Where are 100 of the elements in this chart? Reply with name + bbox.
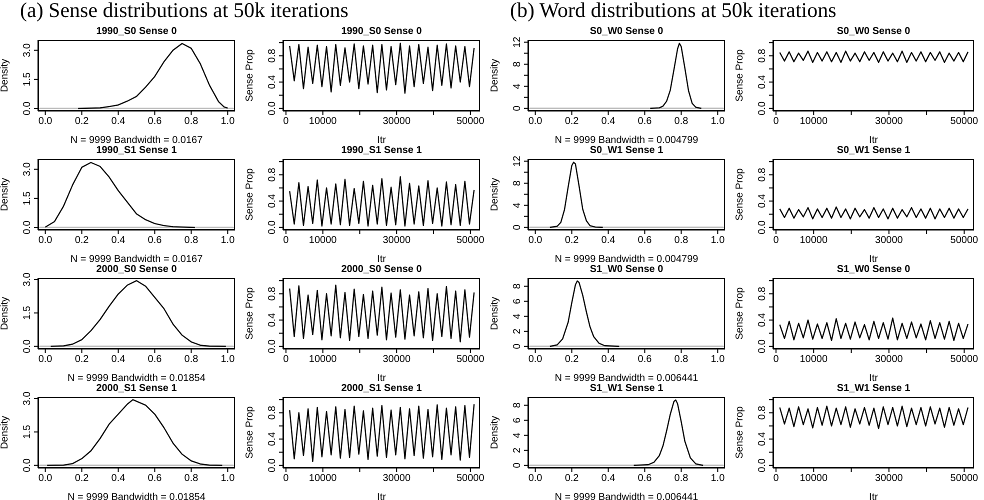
chart-title: 2000_S1 Sense 1	[340, 383, 423, 394]
chart-title: S0_W1 Sense 1	[836, 145, 912, 156]
y-tick-label: 4	[512, 202, 523, 208]
x-tick-label: 0.0	[528, 116, 543, 128]
y-tick-label: 1.5	[22, 190, 33, 206]
line-series	[549, 280, 620, 347]
line-series	[289, 404, 475, 462]
y-tick-label: 1.5	[22, 72, 33, 86]
chart-title: S1_W0 Sense 0	[836, 264, 912, 275]
y-tick-label: 0.4	[757, 194, 768, 208]
x-tick-label: 50000	[950, 473, 979, 484]
x-tick-label: 0.2	[74, 116, 90, 128]
y-tick-label: 0.4	[757, 312, 768, 328]
line-series	[779, 318, 969, 342]
y-tick-label: 1.5	[22, 424, 33, 439]
x-tick-label: 1.0	[220, 116, 236, 128]
x-tick-label: 10000	[800, 473, 828, 484]
x-tick-label: 0.6	[638, 116, 652, 128]
y-tick-label: 8	[512, 180, 523, 186]
x-tick-label: 0.6	[148, 473, 162, 484]
x-axis-title: N = 9999 Bandwidth = 0.01854	[68, 373, 206, 384]
x-tick-label: 0.2	[74, 235, 90, 246]
x-tick-label: 1.0	[710, 235, 726, 246]
y-axis-title: Sense Prop	[244, 48, 256, 102]
y-tick-label: 12	[512, 155, 523, 167]
x-tick-label: 0.4	[601, 116, 616, 128]
line-series	[650, 42, 702, 109]
chart-title: 1990_S0 Sense 0	[340, 26, 423, 37]
x-tick-label: 0.8	[184, 235, 199, 246]
y-tick-label: 6	[512, 417, 523, 424]
y-tick-label: 8	[512, 402, 523, 408]
x-tick-label: 0	[283, 354, 290, 366]
x-tick-label: 0	[773, 235, 780, 246]
x-tick-label: 1.0	[710, 473, 726, 484]
y-tick-label: 0.8	[757, 48, 768, 63]
y-axis-title: Density	[490, 178, 501, 212]
x-tick-label: 0.0	[528, 473, 543, 484]
chart-title: 2000_S0 Sense 0	[95, 264, 178, 275]
y-tick-label: 3.0	[22, 272, 33, 287]
text: (a) Sense distributions at 50k iterations	[20, 0, 348, 23]
x-tick-label: 0.4	[601, 473, 616, 484]
chart-title: S0_W0 Sense 0	[588, 26, 664, 37]
chart-title: S0_W1 Sense 1	[588, 145, 664, 156]
x-tick-label: 30000	[382, 235, 411, 246]
y-tick-label: 0.0	[757, 220, 768, 234]
y-tick-label: 0.8	[267, 167, 278, 182]
y-axis-title: Density	[0, 416, 11, 450]
y-tick-label: 0	[512, 105, 523, 112]
x-tick-label: 0.8	[184, 116, 199, 128]
y-tick-label: 0.4	[267, 194, 278, 208]
y-tick-label: 0.4	[757, 74, 768, 90]
x-axis-title: Itr	[377, 135, 387, 146]
x-tick-label: 1.0	[710, 354, 726, 366]
x-tick-label: 1.0	[220, 235, 236, 246]
x-tick-label: 10000	[308, 235, 338, 246]
x-tick-label: 0.6	[148, 235, 162, 246]
chart-title: S1_W1 Sense 1	[836, 383, 912, 394]
x-tick-label: 0.4	[111, 354, 126, 366]
x-tick-label: 50000	[456, 235, 485, 246]
x-tick-label: 0.2	[564, 116, 580, 128]
x-tick-label: 1.0	[220, 473, 236, 484]
x-tick-label: 0.2	[564, 473, 580, 484]
y-tick-label: 0.0	[267, 100, 278, 116]
chart-title: 1990_S1 Sense 1	[340, 145, 423, 156]
x-tick-label: 10000	[308, 116, 338, 128]
y-tick-label: 3.0	[22, 42, 33, 58]
y-tick-label: 4	[512, 313, 523, 320]
x-tick-label: 0.2	[74, 473, 90, 484]
y-axis-title: Density	[490, 296, 501, 330]
x-tick-label: 0	[773, 354, 780, 366]
x-tick-label: 0.8	[674, 235, 689, 246]
y-tick-label: 0.0	[22, 338, 33, 354]
y-tick-label: 2	[512, 447, 523, 454]
x-tick-label: 30000	[382, 473, 411, 484]
y-tick-label: 0.4	[267, 74, 278, 90]
y-tick-label: 0.8	[757, 167, 768, 182]
chart-title: S1_W1 Sense 1	[588, 383, 664, 394]
y-tick-label: 4	[512, 83, 523, 90]
y-tick-label: 8	[512, 61, 523, 68]
x-tick-label: 0.0	[38, 354, 53, 366]
x-tick-label: 0.0	[38, 235, 53, 246]
x-axis-title: Itr	[377, 492, 387, 500]
x-tick-label: 10000	[800, 354, 828, 366]
chart-title: 1990_S1 Sense 1	[95, 145, 178, 156]
x-tick-label: 0.6	[148, 354, 162, 366]
y-tick-label: 0	[512, 462, 523, 468]
y-tick-label: 0.0	[757, 100, 768, 116]
x-tick-label: 50000	[456, 473, 485, 484]
chart-title: 2000_S0 Sense 0	[340, 264, 423, 275]
x-tick-label: 0.6	[638, 473, 652, 484]
y-tick-label: 0.4	[267, 312, 278, 328]
line-series	[779, 206, 969, 220]
x-tick-label: 0.8	[184, 473, 199, 484]
x-tick-label: 1.0	[710, 116, 726, 128]
x-axis-title: N = 9999 Bandwidth = 0.006441	[554, 373, 699, 384]
line-series	[289, 284, 475, 342]
x-tick-label: 0	[773, 473, 780, 484]
chart-title: 2000_S1 Sense 1	[95, 383, 178, 394]
y-tick-label: 0	[512, 343, 523, 350]
y-axis-title: Sense Prop	[244, 168, 256, 221]
